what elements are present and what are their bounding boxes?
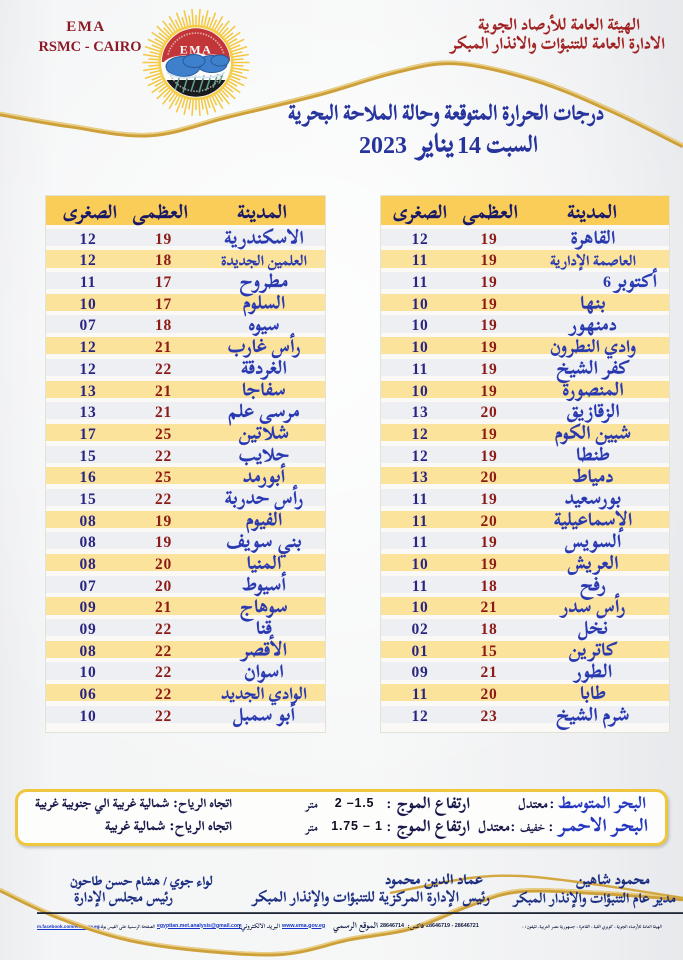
svg-text:EMA: EMA bbox=[180, 43, 213, 57]
